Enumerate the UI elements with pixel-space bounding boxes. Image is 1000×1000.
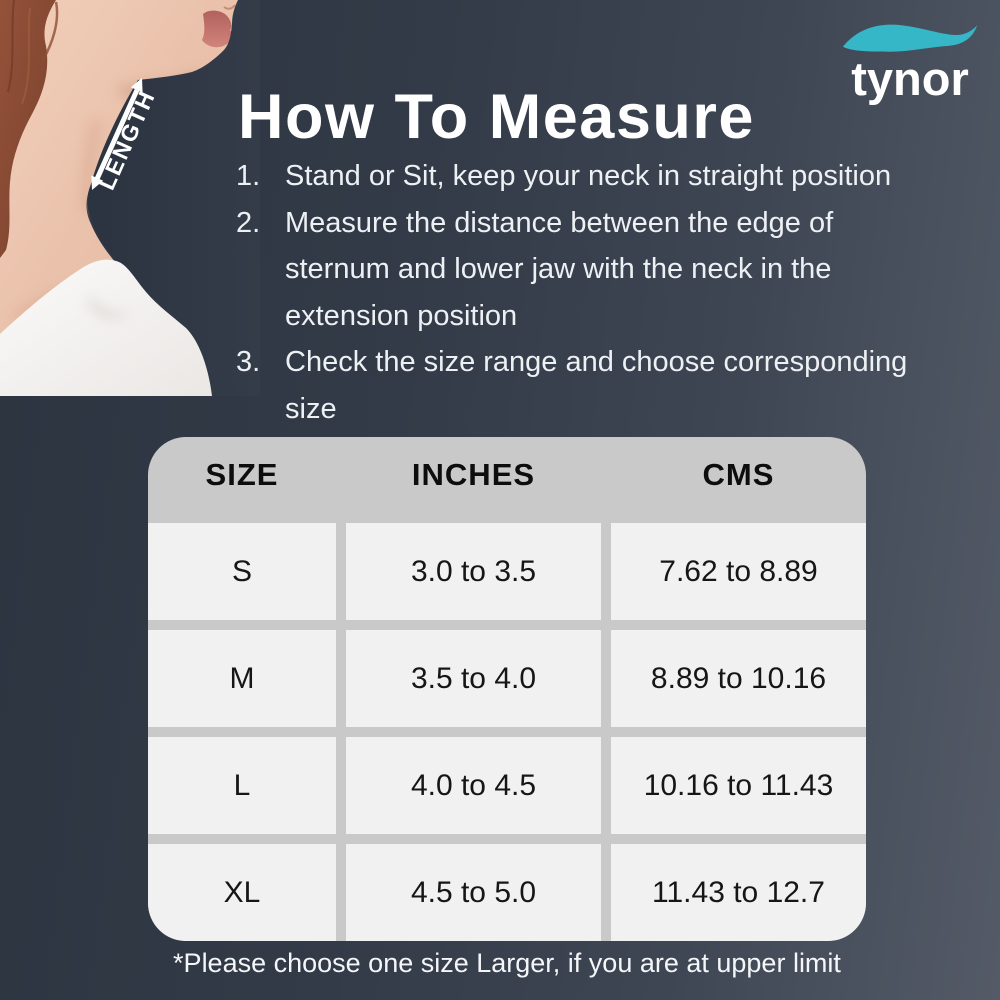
step-text: Stand or Sit, keep your neck in straight… (285, 160, 892, 192)
column-header-cms: CMS (702, 457, 775, 492)
page-title: How To Measure (238, 82, 755, 152)
length-arrow-icon (91, 78, 143, 190)
cell-cms-s: 7.62 to 8.89 (611, 523, 866, 620)
cell-size-xl: XL (148, 844, 336, 941)
cell-cms-xl: 11.43 to 12.7 (611, 844, 866, 941)
instruction-step: 1. Stand or Sit, keep your neck in strai… (236, 153, 985, 200)
cell-size-m: M (148, 630, 336, 727)
armhole-shadow (86, 292, 132, 319)
step-number: 2. (236, 206, 261, 239)
cell-inches-xl: 4.5 to 5.0 (346, 844, 601, 941)
cell-inches-m: 3.5 to 4.0 (346, 630, 601, 727)
logo-wave-icon (842, 24, 978, 52)
cell-inches-s: 3.0 to 3.5 (346, 523, 601, 620)
cell-cms-m: 8.89 to 10.16 (611, 630, 866, 727)
column-header-size: SIZE (205, 457, 279, 492)
hair-strand (21, 7, 31, 105)
hair-strand (7, 0, 15, 93)
tank-top-shape (0, 259, 212, 396)
cell-size-l: L (148, 737, 336, 834)
step-text: Measure the distance between the edge of… (285, 206, 834, 332)
neck-shadow (81, 120, 104, 214)
hair-shape (0, 0, 56, 258)
brand-logo: tynor (834, 20, 986, 102)
instruction-step: 3. Check the size range and choose corre… (236, 339, 985, 432)
column-header-inches: INCHES (411, 457, 536, 492)
size-footnote: *Please choose one size Larger, if you a… (173, 948, 841, 978)
instruction-step: 2. Measure the distance between the edge… (236, 200, 985, 340)
hair-wisp (41, 1, 59, 61)
lips-shape (202, 10, 233, 48)
step-number: 3. (236, 346, 261, 378)
size-chart-table: SIZE INCHES CMS S 3.0 to 3.5 7.62 to 8.8… (148, 437, 866, 941)
cell-inches-l: 4.0 to 4.5 (346, 737, 601, 834)
step-number: 1. (236, 160, 261, 192)
nose-icon (223, 4, 236, 10)
instruction-list: 1. Stand or Sit, keep your neck in strai… (236, 153, 985, 432)
cell-size-s: S (148, 523, 336, 620)
step-text: Check the size range and choose correspo… (285, 346, 908, 425)
cell-cms-l: 10.16 to 11.43 (611, 737, 866, 834)
brand-logo-text: tynor (851, 52, 969, 105)
neck-measurement-photo: LENGTH (0, 0, 260, 396)
